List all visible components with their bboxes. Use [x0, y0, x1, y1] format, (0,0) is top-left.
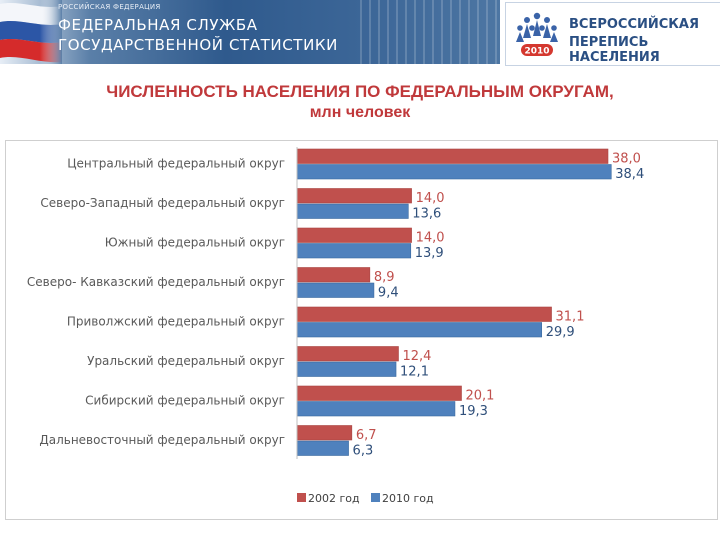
census-title-line2: ПЕРЕПИСЬ НАСЕЛЕНИЯ [569, 35, 720, 65]
bar-2010 [297, 441, 349, 456]
category-label: Дальневосточный федеральный округ [39, 433, 285, 447]
chart-legend: 2002 год 2010 год [297, 492, 434, 505]
data-label: 13,9 [415, 246, 444, 261]
org-name-line2: ГОСУДАРСТВЕННОЙ СТАТИСТИКИ [58, 36, 338, 54]
data-label: 29,9 [546, 325, 575, 340]
bar-2010 [297, 165, 611, 180]
data-label: 38,4 [615, 167, 644, 182]
category-label: Северо-Западный федеральный округ [40, 196, 285, 210]
data-label: 6,3 [353, 444, 374, 459]
bar-2002 [297, 268, 370, 283]
category-label: Северо- Кавказский федеральный округ [27, 275, 285, 289]
data-label: 20,1 [465, 389, 494, 404]
legend-swatch [297, 493, 306, 502]
bars [297, 149, 611, 456]
bar-2002 [297, 228, 412, 243]
header: РОССИЙСКАЯ ФЕДЕРАЦИЯ ФЕДЕРАЛЬНАЯ СЛУЖБА … [0, 0, 720, 66]
org-name-line1: ФЕДЕРАЛЬНАЯ СЛУЖБА [58, 16, 258, 34]
bar-2010 [297, 402, 455, 417]
data-label: 6,7 [356, 428, 377, 443]
data-label: 8,9 [374, 270, 395, 285]
bar-chart: Центральный федеральный округ Северо-Запа… [6, 141, 717, 519]
bar-2010 [297, 362, 396, 377]
bar-2002 [297, 189, 412, 204]
data-label: 38,0 [612, 152, 641, 167]
bar-2010 [297, 244, 411, 259]
data-label: 31,1 [556, 310, 585, 325]
data-label: 12,4 [402, 349, 431, 364]
bar-2002 [297, 347, 398, 362]
bar-2002 [297, 149, 608, 164]
bar-2010 [297, 323, 542, 338]
bar-2002 [297, 426, 352, 441]
census-year-label: 2010 [524, 47, 549, 57]
census-title-line1: ВСЕРОССИЙСКАЯ [569, 17, 699, 32]
data-label: 9,4 [378, 286, 399, 301]
russian-flag-icon [0, 0, 62, 64]
banner-pattern [360, 0, 500, 64]
bar-2010 [297, 204, 408, 219]
data-label: 14,0 [416, 191, 445, 206]
data-label: 14,0 [416, 231, 445, 246]
category-labels: Центральный федеральный округ Северо-Запа… [27, 157, 285, 448]
chart-subtitle: млн человек [0, 104, 720, 122]
legend-swatch [371, 493, 380, 502]
category-label: Уральский федеральный округ [87, 354, 285, 368]
bar-2002 [297, 307, 552, 322]
bar-2002 [297, 386, 461, 401]
rosstat-banner: РОССИЙСКАЯ ФЕДЕРАЦИЯ ФЕДЕРАЛЬНАЯ СЛУЖБА … [0, 0, 500, 64]
legend-label: 2002 год [308, 492, 360, 505]
legend-label: 2010 год [382, 492, 434, 505]
census-logo-block: 2010 ВСЕРОССИЙСКАЯ ПЕРЕПИСЬ НАСЕЛЕНИЯ [505, 2, 720, 66]
org-country-label: РОССИЙСКАЯ ФЕДЕРАЦИЯ [58, 3, 161, 11]
category-label: Центральный федеральный округ [67, 157, 285, 171]
category-label: Приволжский федеральный округ [67, 315, 285, 329]
category-label: Южный федеральный округ [105, 236, 285, 250]
bar-2010 [297, 283, 374, 298]
chart-title: ЧИСЛЕННОСТЬ НАСЕЛЕНИЯ ПО ФЕДЕРАЛЬНЫМ ОКР… [0, 82, 720, 102]
category-label: Сибирский федеральный округ [85, 394, 285, 408]
data-label: 13,6 [412, 207, 441, 222]
data-label: 12,1 [400, 365, 429, 380]
chart-frame: Центральный федеральный округ Северо-Запа… [5, 140, 718, 520]
data-label: 19,3 [459, 404, 488, 419]
census-people-icon: 2010 [512, 8, 562, 60]
